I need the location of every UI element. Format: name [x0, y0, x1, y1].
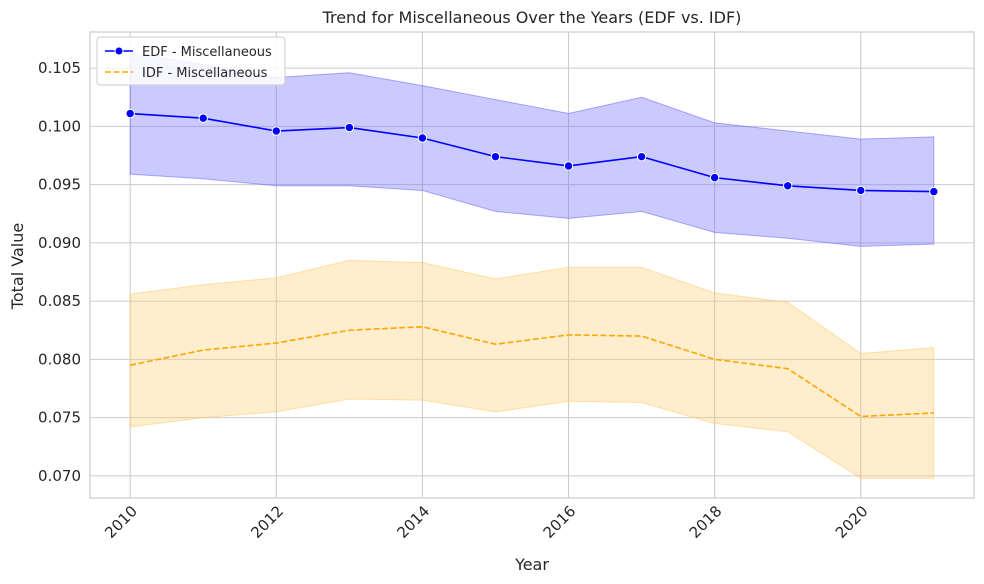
y-tick-label: 0.095: [38, 176, 81, 194]
series-markers: [125, 108, 939, 197]
x-axis-title: Year: [514, 555, 549, 574]
data-point-edf: [563, 161, 574, 171]
data-point-edf: [636, 151, 647, 162]
data-point-edf: [125, 108, 135, 119]
data-point-edf: [198, 113, 208, 123]
confidence-band-edf: [129, 52, 935, 247]
confidence-band-idf: [129, 259, 935, 479]
legend-marker-edf: [114, 46, 124, 56]
series-line-idf: [130, 325, 934, 418]
y-tick-label: 0.105: [38, 59, 81, 77]
confidence-bands: [129, 52, 935, 479]
data-point-edf: [709, 172, 720, 183]
data-point-edf: [856, 185, 866, 196]
y-tick-label: 0.080: [38, 350, 81, 368]
data-point-edf: [417, 133, 428, 143]
data-point-edf: [783, 181, 793, 191]
y-axis-title: Total Value: [8, 223, 27, 310]
legend: EDF - Miscellaneous IDF - Miscellaneous: [96, 36, 286, 86]
y-tick-label: 0.075: [38, 409, 81, 427]
series-line-edf: [130, 112, 934, 193]
legend-label-edf: EDF - Miscellaneous: [142, 45, 272, 60]
legend-label-idf: IDF - Miscellaneous: [142, 66, 268, 81]
data-point-edf: [344, 122, 355, 133]
y-tick-label: 0.070: [38, 467, 81, 485]
y-tick-label: 0.085: [38, 292, 81, 310]
y-tick-label: 0.090: [38, 234, 81, 252]
plot-frame: [89, 31, 975, 499]
data-point-edf: [490, 151, 501, 162]
legend-box: [96, 36, 286, 86]
data-point-edf: [929, 186, 939, 197]
chart-title: Trend for Miscellaneous Over the Years (…: [322, 8, 742, 27]
series-lines: [130, 112, 934, 418]
y-tick-label: 0.100: [38, 117, 81, 135]
data-point-edf: [271, 126, 281, 136]
